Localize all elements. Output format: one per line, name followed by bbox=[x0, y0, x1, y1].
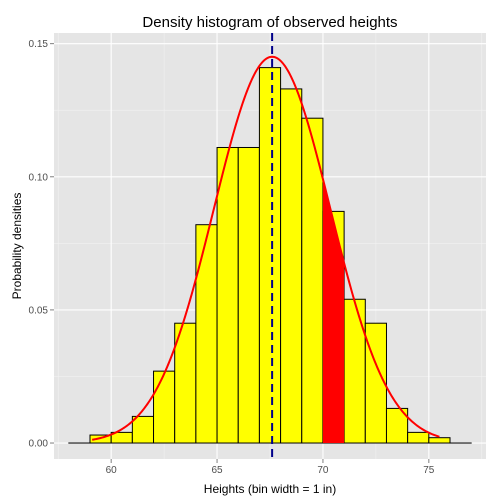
histogram-bar bbox=[216, 146, 239, 444]
normal-density-curve bbox=[91, 55, 440, 441]
histogram-bar bbox=[280, 88, 303, 444]
y-axis-ticks: 0.00 0.05 0.10 0.15 bbox=[29, 39, 54, 450]
x-axis-label: Heights (bin width = 1 in) bbox=[204, 482, 336, 496]
histogram-bar bbox=[258, 67, 282, 444]
chart-title: Density histogram of observed heights bbox=[142, 14, 397, 31]
y-tick-label: 0.05 bbox=[29, 305, 49, 316]
histogram-bar bbox=[428, 437, 451, 444]
histogram-bar bbox=[385, 407, 409, 444]
y-tick-label: 0.10 bbox=[29, 172, 49, 183]
histogram-bar bbox=[237, 146, 260, 444]
histogram-bar bbox=[195, 224, 218, 444]
y-tick-label: 0.15 bbox=[29, 39, 49, 50]
x-tick-label: 75 bbox=[423, 465, 435, 476]
histogram-bar bbox=[364, 322, 387, 444]
density-curve bbox=[91, 55, 440, 441]
histogram-bar bbox=[153, 370, 176, 444]
histogram-bar bbox=[407, 431, 430, 444]
y-tick-label: 0.00 bbox=[29, 439, 49, 450]
histogram-bar bbox=[131, 415, 155, 444]
x-tick-label: 70 bbox=[317, 465, 329, 476]
x-axis-ticks: 60 65 70 75 bbox=[106, 459, 435, 476]
x-tick-label: 65 bbox=[211, 465, 223, 476]
histogram-bar bbox=[343, 298, 366, 444]
y-axis-label: Probability densities bbox=[10, 193, 24, 300]
x-tick-label: 60 bbox=[106, 465, 118, 476]
histogram-bars bbox=[68, 67, 472, 444]
